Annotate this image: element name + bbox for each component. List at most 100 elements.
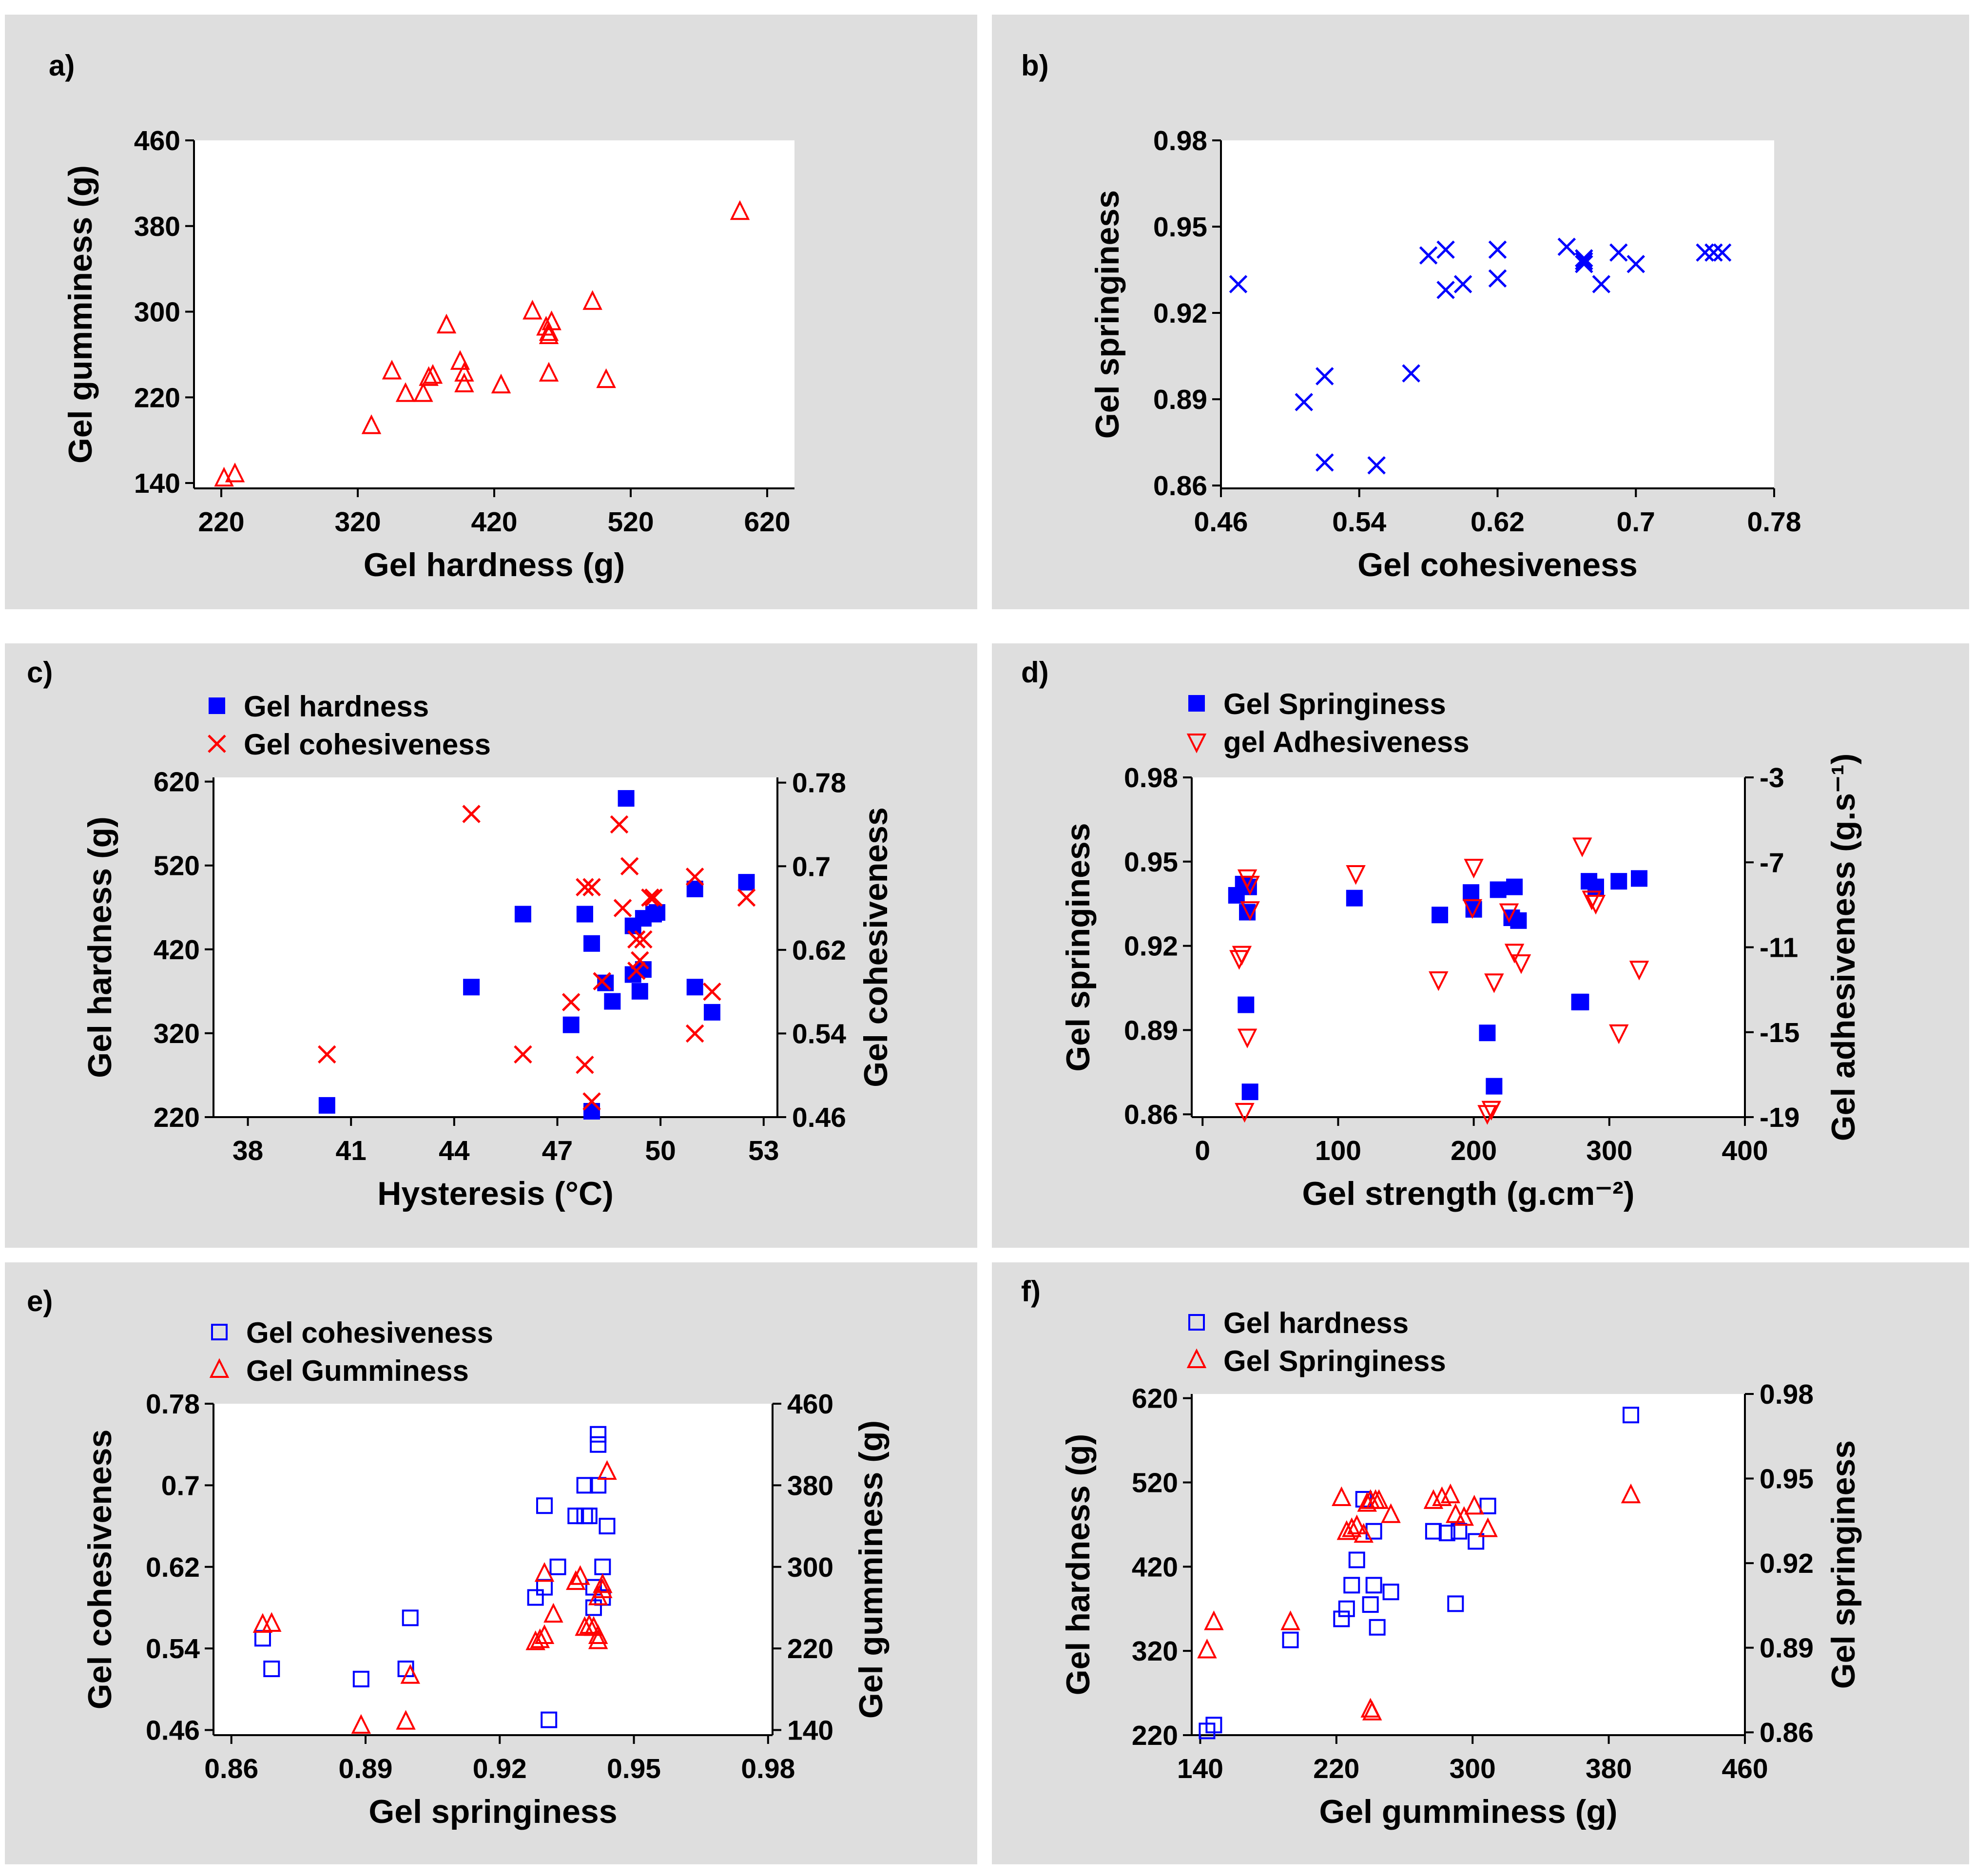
data-point bbox=[1241, 1083, 1258, 1101]
data-point bbox=[1490, 881, 1507, 898]
data-point bbox=[1346, 865, 1366, 885]
panel-label: f) bbox=[1021, 1275, 1041, 1308]
data-point bbox=[1481, 1101, 1502, 1121]
data-point bbox=[686, 979, 703, 996]
data-point bbox=[1295, 393, 1314, 411]
data-point bbox=[1464, 1494, 1484, 1515]
x-tick-label: 38 bbox=[232, 1135, 263, 1166]
data-point bbox=[1357, 1492, 1377, 1512]
data-point bbox=[1704, 243, 1723, 262]
data-point bbox=[530, 1628, 550, 1648]
data-point bbox=[588, 1624, 608, 1644]
data-point bbox=[1478, 1517, 1498, 1537]
data-point bbox=[593, 1573, 613, 1593]
x-tick-label: 620 bbox=[744, 506, 790, 538]
legend-marker bbox=[209, 697, 225, 714]
data-point bbox=[641, 888, 659, 907]
x-tick-label: 0.54 bbox=[1332, 506, 1386, 538]
data-point bbox=[1332, 1486, 1352, 1507]
data-point bbox=[590, 1477, 607, 1494]
data-point bbox=[1402, 364, 1420, 383]
data-point bbox=[413, 382, 433, 402]
y-right-tick-label: -7 bbox=[1760, 847, 1784, 878]
x-tick-label: 0.62 bbox=[1471, 506, 1525, 538]
data-point bbox=[593, 972, 611, 990]
data-point bbox=[1237, 1028, 1258, 1048]
y-tick-label: 0.95 bbox=[1153, 212, 1207, 243]
data-point bbox=[582, 1092, 601, 1111]
data-point bbox=[1454, 1506, 1474, 1526]
data-point bbox=[561, 993, 581, 1011]
legend-marker bbox=[208, 735, 226, 753]
y-tick-label: 220 bbox=[134, 382, 180, 413]
data-point bbox=[491, 373, 511, 394]
y-tick-label: 320 bbox=[1132, 1636, 1178, 1667]
x-tick-label: 41 bbox=[335, 1135, 366, 1166]
y-right-tick-label: 0.46 bbox=[792, 1102, 846, 1133]
panel-label: c) bbox=[27, 656, 53, 689]
y-tick-label: 220 bbox=[154, 1102, 200, 1133]
y-axis-title: Gel cohesiveness bbox=[81, 1430, 118, 1710]
panel-e: 0.86 0.89 0.92 0.95 0.98 0.46 0.54 0.62 0.7 0.78 1… bbox=[5, 1262, 977, 1864]
legend-label: Gel Springiness bbox=[1223, 688, 1446, 720]
y-right-tick-label: 380 bbox=[787, 1470, 833, 1501]
data-point bbox=[536, 1497, 553, 1514]
x-tick-label: 0.46 bbox=[1194, 506, 1248, 538]
legend: Gel hardness Gel Springiness bbox=[1186, 1307, 1446, 1377]
y-right-tick-label: 300 bbox=[787, 1552, 833, 1583]
y-tick-label: 0.92 bbox=[1124, 931, 1178, 962]
legend-label: Gel hardness bbox=[244, 690, 429, 723]
data-point bbox=[262, 1612, 282, 1632]
data-point bbox=[1484, 973, 1504, 993]
x-tick-label: 460 bbox=[1722, 1753, 1768, 1784]
panel-a: 220 320 420 520 620 140 220 300 380 460 Gel hardne… bbox=[5, 15, 977, 609]
data-point bbox=[579, 1614, 600, 1634]
y-axis-right-title: Gel cohesiveness bbox=[857, 807, 894, 1087]
data-point bbox=[1713, 243, 1732, 262]
data-point bbox=[685, 867, 704, 886]
data-point bbox=[549, 1558, 566, 1575]
x-tick-label: 0.7 bbox=[1617, 506, 1655, 538]
series-2 bbox=[252, 1460, 617, 1734]
series-2 bbox=[1229, 837, 1649, 1125]
y-tick-label: 620 bbox=[154, 767, 200, 798]
data-point bbox=[1237, 869, 1258, 890]
data-point bbox=[514, 906, 531, 923]
x-tick-label: 220 bbox=[1313, 1753, 1359, 1784]
legend-label: Gel Springiness bbox=[1223, 1345, 1446, 1377]
data-point bbox=[1423, 1489, 1444, 1509]
data-point bbox=[582, 878, 601, 896]
y-tick-label: 460 bbox=[134, 125, 180, 156]
x-tick-label: 50 bbox=[645, 1135, 676, 1166]
panel-d: 0 100 200 300 400 0.86 0.89 0.92 0.95 0.98 -19 -15 -… bbox=[992, 643, 1969, 1248]
y-axis-title: Gel gumminess (g) bbox=[62, 165, 99, 464]
data-point bbox=[1333, 1610, 1350, 1627]
data-point bbox=[583, 1102, 600, 1120]
plot-area bbox=[194, 140, 794, 488]
plot-area bbox=[213, 777, 777, 1117]
data-point bbox=[1346, 890, 1363, 907]
x-tick-label: 44 bbox=[439, 1135, 470, 1166]
data-point bbox=[450, 350, 470, 370]
x-tick-label: 140 bbox=[1177, 1753, 1223, 1784]
y-axis-right-title: Gel adhesiveness (g.s⁻¹) bbox=[1825, 754, 1862, 1141]
data-point bbox=[1316, 453, 1334, 472]
data-point bbox=[1365, 1577, 1382, 1594]
y-tick-label: 0.86 bbox=[1124, 1099, 1178, 1130]
data-point bbox=[1419, 246, 1438, 265]
data-point bbox=[1362, 1701, 1382, 1721]
data-point bbox=[1488, 240, 1507, 259]
data-point bbox=[1592, 275, 1611, 293]
data-point bbox=[1436, 240, 1455, 259]
data-point bbox=[1369, 1619, 1386, 1636]
legend-marker bbox=[1186, 1348, 1207, 1368]
x-axis-title: Gel strength (g.cm⁻²) bbox=[1302, 1175, 1635, 1212]
data-point bbox=[1621, 1483, 1641, 1504]
data-point bbox=[1463, 884, 1480, 901]
data-point bbox=[593, 1578, 613, 1598]
data-point bbox=[1369, 1489, 1389, 1509]
series-1 bbox=[1228, 870, 1648, 1101]
y-right-tick-label: 0.86 bbox=[1760, 1717, 1814, 1748]
data-point bbox=[539, 324, 559, 345]
